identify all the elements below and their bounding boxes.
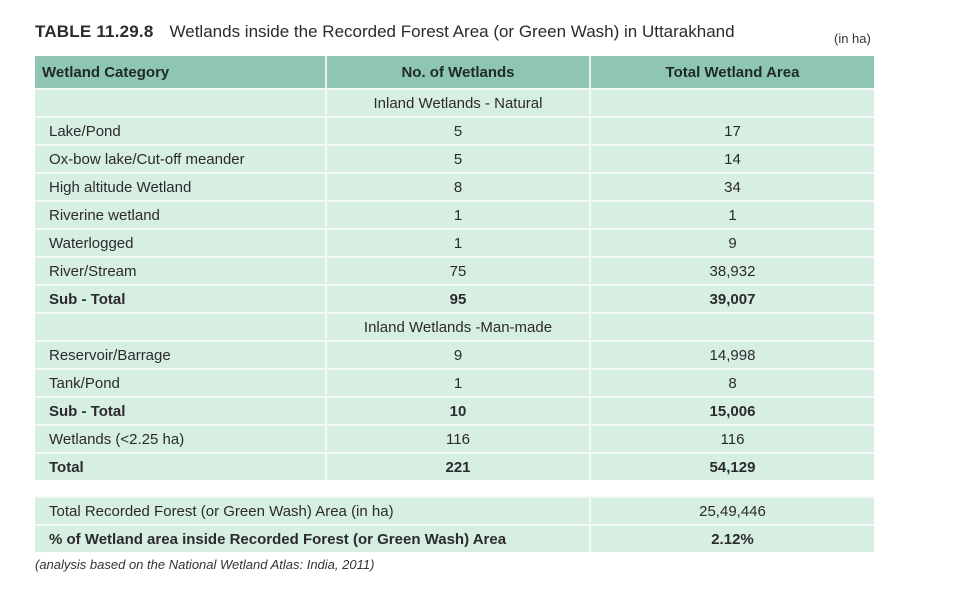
section-heading-natural: Inland Wetlands - Natural xyxy=(327,88,591,116)
count-cell: 116 xyxy=(327,424,591,452)
table-caption: Wetlands inside the Recorded Forest Area… xyxy=(169,22,735,41)
header-wetland-category: Wetland Category xyxy=(35,56,327,88)
subtotal-area: 39,007 xyxy=(591,284,874,312)
count-cell: 75 xyxy=(327,256,591,284)
table-row: Riverine wetland 1 1 xyxy=(35,200,874,228)
area-cell: 14,998 xyxy=(591,340,874,368)
table-row: Lake/Pond 5 17 xyxy=(35,116,874,144)
section-row-manmade: Inland Wetlands -Man-made xyxy=(35,312,874,340)
total-area: 54,129 xyxy=(591,452,874,480)
section-spacer xyxy=(591,88,874,116)
area-cell: 116 xyxy=(591,424,874,452)
category-cell: River/Stream xyxy=(35,256,327,284)
subtotal-label: Sub - Total xyxy=(35,396,327,424)
wetlands-table: Wetland Category No. of Wetlands Total W… xyxy=(35,56,874,480)
category-cell: Tank/Pond xyxy=(35,368,327,396)
count-cell: 9 xyxy=(327,340,591,368)
section-heading-manmade: Inland Wetlands -Man-made xyxy=(327,312,591,340)
category-cell: High altitude Wetland xyxy=(35,172,327,200)
forest-area-value: 25,49,446 xyxy=(591,496,874,524)
section-spacer xyxy=(591,312,874,340)
area-cell: 8 xyxy=(591,368,874,396)
category-cell: Ox-bow lake/Cut-off meander xyxy=(35,144,327,172)
table-row: Reservoir/Barrage 9 14,998 xyxy=(35,340,874,368)
category-cell: Wetlands (<2.25 ha) xyxy=(35,424,327,452)
category-cell: Lake/Pond xyxy=(35,116,327,144)
count-cell: 5 xyxy=(327,144,591,172)
count-cell: 5 xyxy=(327,116,591,144)
percent-label: % of Wetland area inside Recorded Forest… xyxy=(35,524,591,552)
table-row: High altitude Wetland 8 34 xyxy=(35,172,874,200)
header-total-wetland-area: Total Wetland Area xyxy=(591,56,874,88)
percent-row: % of Wetland area inside Recorded Forest… xyxy=(35,524,874,552)
count-cell: 8 xyxy=(327,172,591,200)
subtotal-row-manmade: Sub - Total 10 15,006 xyxy=(35,396,874,424)
total-label: Total xyxy=(35,452,327,480)
section-spacer xyxy=(35,312,327,340)
total-count: 221 xyxy=(327,452,591,480)
subtotal-count: 10 xyxy=(327,396,591,424)
unit-note: (in ha) xyxy=(834,31,871,46)
subtotal-label: Sub - Total xyxy=(35,284,327,312)
table-row: Wetlands (<2.25 ha) 116 116 xyxy=(35,424,874,452)
area-cell: 1 xyxy=(591,200,874,228)
category-cell: Reservoir/Barrage xyxy=(35,340,327,368)
count-cell: 1 xyxy=(327,228,591,256)
area-cell: 9 xyxy=(591,228,874,256)
count-cell: 1 xyxy=(327,368,591,396)
summary-table: Total Recorded Forest (or Green Wash) Ar… xyxy=(35,496,874,552)
table-row: Waterlogged 1 9 xyxy=(35,228,874,256)
table-row: Ox-bow lake/Cut-off meander 5 14 xyxy=(35,144,874,172)
source-footnote: (analysis based on the National Wetland … xyxy=(35,557,375,572)
subtotal-area: 15,006 xyxy=(591,396,874,424)
area-cell: 38,932 xyxy=(591,256,874,284)
count-cell: 1 xyxy=(327,200,591,228)
category-cell: Waterlogged xyxy=(35,228,327,256)
section-spacer xyxy=(35,88,327,116)
table-number: TABLE 11.29.8 xyxy=(35,22,154,41)
table-title: TABLE 11.29.8 Wetlands inside the Recorde… xyxy=(35,22,735,42)
subtotal-count: 95 xyxy=(327,284,591,312)
forest-area-row: Total Recorded Forest (or Green Wash) Ar… xyxy=(35,496,874,524)
table-header-row: Wetland Category No. of Wetlands Total W… xyxy=(35,56,874,88)
header-no-of-wetlands: No. of Wetlands xyxy=(327,56,591,88)
area-cell: 34 xyxy=(591,172,874,200)
table-row: River/Stream 75 38,932 xyxy=(35,256,874,284)
section-row-natural: Inland Wetlands - Natural xyxy=(35,88,874,116)
total-row: Total 221 54,129 xyxy=(35,452,874,480)
table-row: Tank/Pond 1 8 xyxy=(35,368,874,396)
area-cell: 17 xyxy=(591,116,874,144)
category-cell: Riverine wetland xyxy=(35,200,327,228)
forest-area-label: Total Recorded Forest (or Green Wash) Ar… xyxy=(35,496,591,524)
percent-value: 2.12% xyxy=(591,524,874,552)
area-cell: 14 xyxy=(591,144,874,172)
subtotal-row-natural: Sub - Total 95 39,007 xyxy=(35,284,874,312)
